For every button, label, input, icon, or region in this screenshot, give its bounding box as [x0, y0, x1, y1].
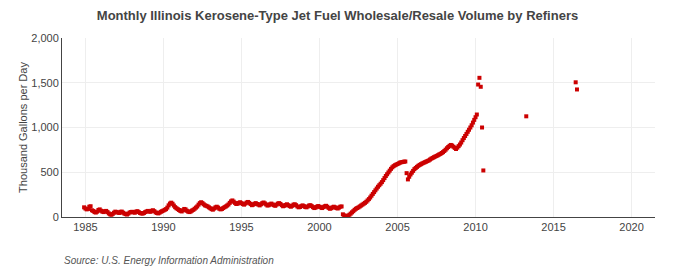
- svg-text:2010: 2010: [463, 221, 487, 233]
- svg-text:2020: 2020: [619, 221, 643, 233]
- svg-text:2015: 2015: [541, 221, 565, 233]
- svg-text:1,000: 1,000: [31, 121, 59, 133]
- svg-text:1995: 1995: [229, 221, 253, 233]
- svg-text:2005: 2005: [385, 221, 409, 233]
- svg-text:2,000: 2,000: [31, 32, 59, 44]
- svg-text:500: 500: [40, 166, 58, 178]
- svg-text:Source: U.S. Energy Informatio: Source: U.S. Energy Information Administ…: [64, 255, 274, 266]
- svg-text:2000: 2000: [307, 221, 331, 233]
- svg-text:Monthly Illinois Kerosene-Type: Monthly Illinois Kerosene-Type Jet Fuel …: [97, 8, 578, 23]
- svg-text:0: 0: [53, 211, 59, 223]
- svg-text:Thousand Gallons per Day: Thousand Gallons per Day: [17, 62, 29, 193]
- svg-text:1985: 1985: [73, 221, 97, 233]
- svg-text:1990: 1990: [151, 221, 175, 233]
- svg-text:1,500: 1,500: [31, 77, 59, 89]
